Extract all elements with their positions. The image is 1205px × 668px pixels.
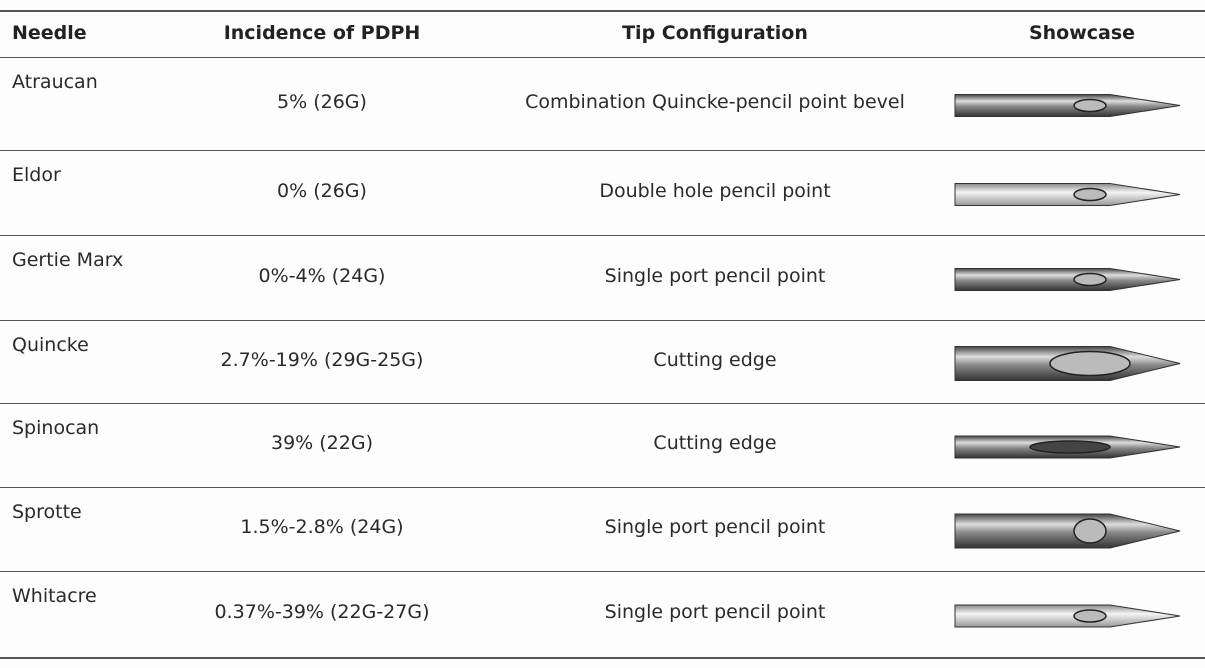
tip-configuration: Single port pencil point	[604, 516, 826, 538]
tip-configuration: Double hole pencil point	[599, 179, 831, 202]
incidence: 0%-4% (24G)	[258, 264, 386, 287]
row-rule	[0, 320, 1205, 321]
tip-configuration: Combination Quincke-pencil point bevel	[525, 90, 905, 113]
header-cell: Needle	[12, 22, 87, 44]
header-cell: Incidence of PDPH	[223, 22, 421, 44]
tip-configuration: Cutting edge	[653, 348, 777, 371]
needle-shape	[1049, 350, 1131, 377]
tip-configuration: Single port pencil point	[604, 264, 826, 287]
header-cell: Showcase	[1028, 22, 1136, 44]
needle-shape	[954, 604, 1181, 628]
row-rule	[0, 235, 1205, 236]
needle-shape	[954, 94, 1181, 117]
row-rule	[0, 57, 1205, 58]
incidence: 0.37%-39% (22G-27G)	[214, 601, 430, 623]
needle-shape	[1073, 518, 1107, 544]
incidence: 1.5%-2.8% (24G)	[240, 516, 404, 538]
header-cell: Tip Configuration	[622, 22, 808, 44]
needle-shape	[1073, 272, 1107, 287]
needle-name: Atraucan	[12, 71, 98, 93]
incidence: 0% (26G)	[277, 179, 367, 202]
needle-shape	[954, 183, 1181, 206]
row-rule	[0, 10, 1205, 12]
row-rule	[0, 571, 1205, 572]
incidence: 39% (22G)	[271, 432, 373, 454]
needle-name: Eldor	[12, 164, 61, 186]
needle-shape	[1073, 187, 1107, 202]
needle-shape	[954, 513, 1181, 549]
needle-shape	[954, 268, 1181, 291]
needle-name: Quincke	[12, 334, 89, 356]
row-rule	[0, 657, 1205, 659]
row-rule	[0, 403, 1205, 404]
row-rule	[0, 150, 1205, 151]
needle-shape	[1029, 440, 1111, 454]
incidence: 5% (26G)	[277, 90, 367, 113]
needle-shape	[1073, 609, 1107, 623]
tip-configuration: Cutting edge	[653, 432, 777, 454]
needle-name: Sprotte	[12, 501, 82, 523]
needle-name: Whitacre	[12, 585, 97, 607]
needle-shape	[1073, 98, 1107, 113]
row-rule	[0, 487, 1205, 488]
needle-name: Spinocan	[12, 417, 100, 439]
tip-configuration: Single port pencil point	[604, 601, 826, 623]
incidence: 2.7%-19% (29G-25G)	[220, 348, 424, 371]
needle-name: Gertie Marx	[12, 249, 124, 271]
